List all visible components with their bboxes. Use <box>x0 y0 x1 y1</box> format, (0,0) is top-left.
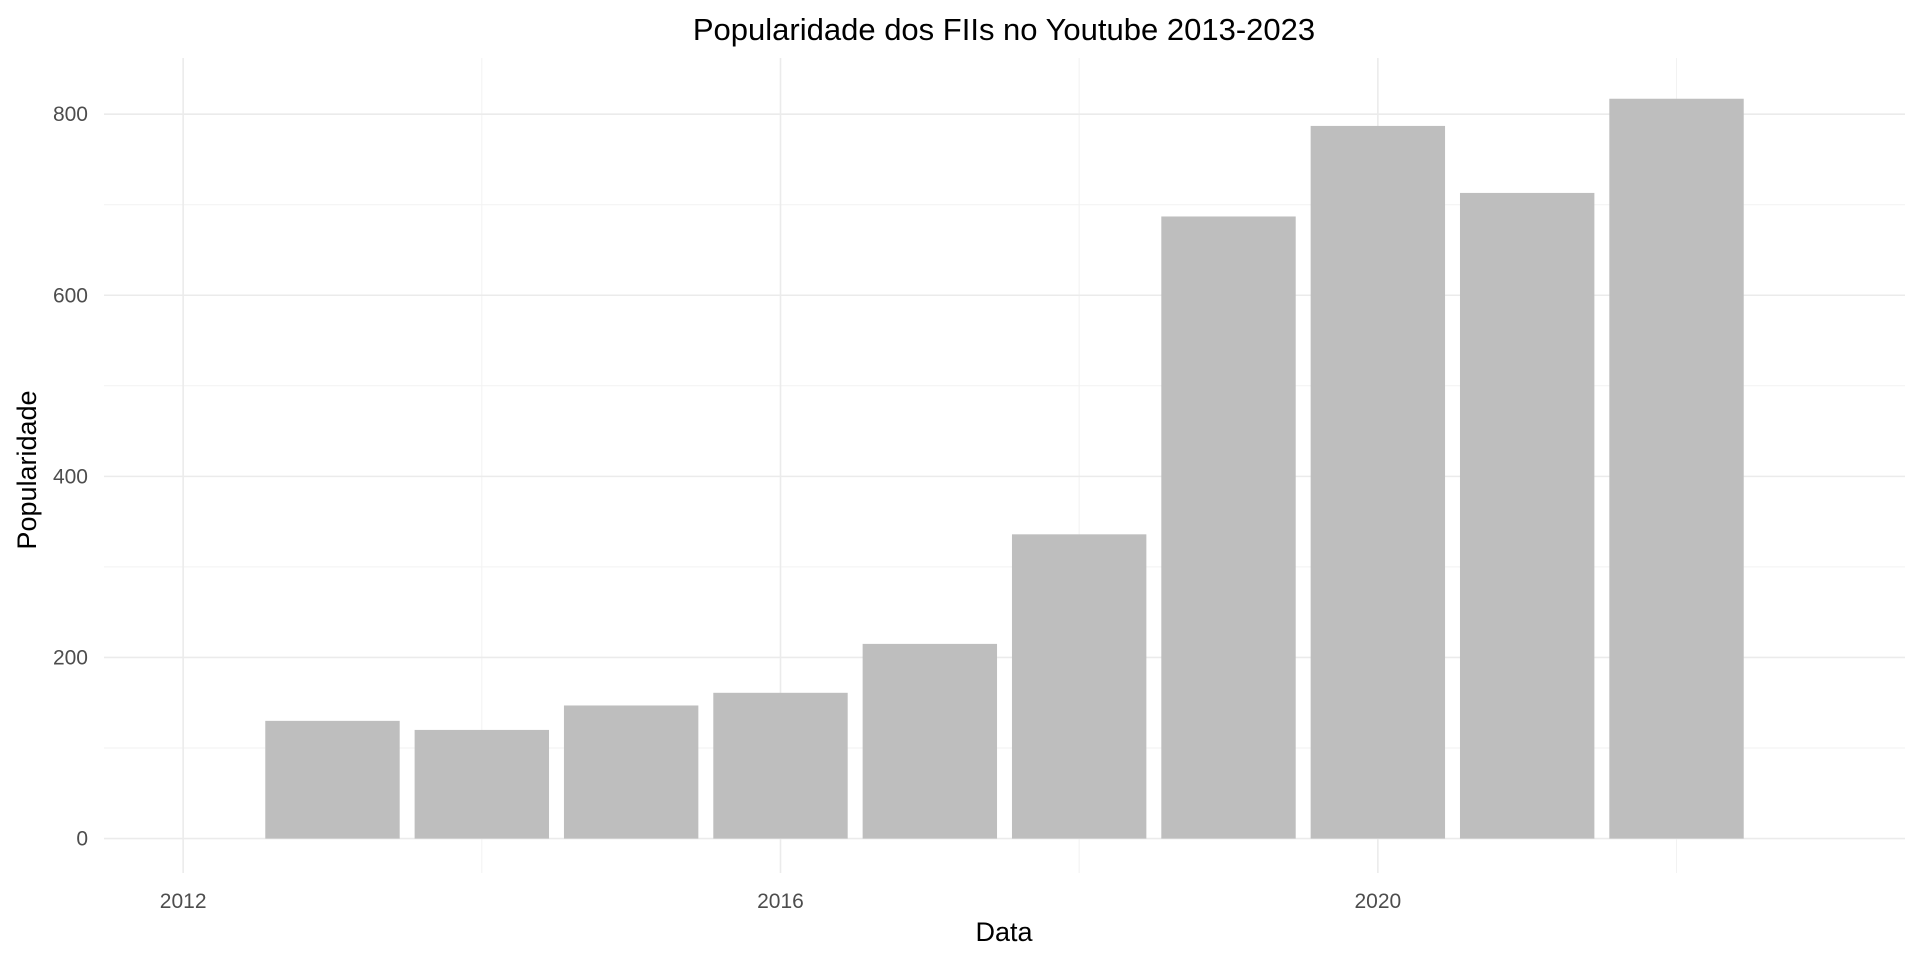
y-tick-label: 800 <box>53 103 88 126</box>
y-tick-label: 200 <box>53 646 88 669</box>
bar-2016 <box>713 692 848 839</box>
bar-2017 <box>862 643 998 839</box>
y-tick-label: 0 <box>76 828 88 851</box>
bar-2014 <box>414 729 550 839</box>
bar-2018 <box>1011 534 1147 839</box>
tick-labels: 0 200 400 600 800 2012 2016 2020 <box>53 103 1401 913</box>
bar-2019 <box>1161 216 1296 839</box>
x-tick-label: 2016 <box>757 890 804 913</box>
y-axis-title: Popularidade <box>12 390 42 549</box>
x-axis-title: Data <box>975 917 1033 947</box>
y-tick-label: 600 <box>53 284 88 307</box>
bar-2021 <box>1459 192 1595 839</box>
bar-2015 <box>563 705 699 839</box>
bar-2020 <box>1310 125 1446 839</box>
bars <box>265 98 1744 839</box>
bar-2013 <box>265 720 400 839</box>
y-tick-label: 400 <box>53 465 88 488</box>
chart-title: Popularidade dos FIIs no Youtube 2013-20… <box>693 12 1315 47</box>
bar-2022 <box>1609 98 1744 839</box>
x-tick-label: 2012 <box>160 890 207 913</box>
x-tick-label: 2020 <box>1354 890 1401 913</box>
